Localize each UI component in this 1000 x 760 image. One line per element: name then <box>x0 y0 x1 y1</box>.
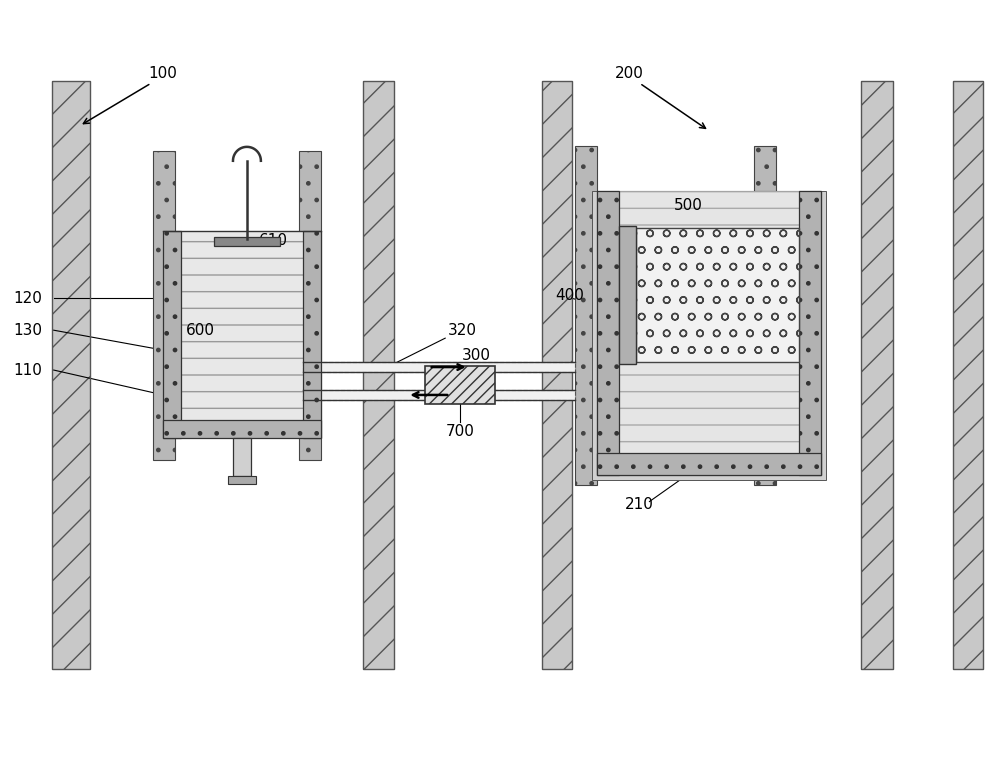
Text: 110: 110 <box>14 363 43 378</box>
Text: 610: 610 <box>259 233 288 248</box>
Bar <box>799 191 821 475</box>
Bar <box>542 81 572 669</box>
Bar <box>181 230 303 420</box>
Bar <box>597 453 821 475</box>
Bar <box>303 230 321 438</box>
Text: 300: 300 <box>462 347 491 363</box>
Bar <box>636 227 799 362</box>
Bar <box>575 146 597 485</box>
Bar <box>619 226 636 364</box>
Bar <box>861 81 893 669</box>
Bar <box>619 191 799 453</box>
Bar <box>425 366 495 404</box>
Bar <box>153 150 175 460</box>
Bar <box>214 236 280 246</box>
Bar <box>299 150 321 460</box>
Text: 210: 210 <box>625 497 653 512</box>
Bar <box>228 476 256 483</box>
Text: 600: 600 <box>186 323 215 337</box>
Bar <box>597 191 821 475</box>
Bar <box>52 81 90 669</box>
Bar <box>363 81 394 669</box>
Bar <box>233 438 251 476</box>
Bar <box>52 81 90 669</box>
Text: 500: 500 <box>674 198 703 213</box>
Bar <box>163 230 181 438</box>
Bar <box>597 191 619 475</box>
Text: 310: 310 <box>448 378 477 392</box>
Bar <box>542 81 572 669</box>
Bar <box>303 362 575 372</box>
Text: 700: 700 <box>446 424 475 439</box>
Bar <box>592 191 826 480</box>
Bar <box>363 81 394 669</box>
Text: 200: 200 <box>615 65 644 81</box>
Bar <box>303 390 575 400</box>
Bar <box>953 81 983 669</box>
Bar <box>861 81 893 669</box>
Text: 320: 320 <box>448 323 477 337</box>
Text: 130: 130 <box>14 323 43 337</box>
Text: 400: 400 <box>555 288 584 302</box>
Text: 100: 100 <box>149 65 178 81</box>
Bar <box>163 420 321 438</box>
Bar <box>953 81 983 669</box>
Text: 120: 120 <box>14 291 43 306</box>
Bar <box>754 146 776 485</box>
